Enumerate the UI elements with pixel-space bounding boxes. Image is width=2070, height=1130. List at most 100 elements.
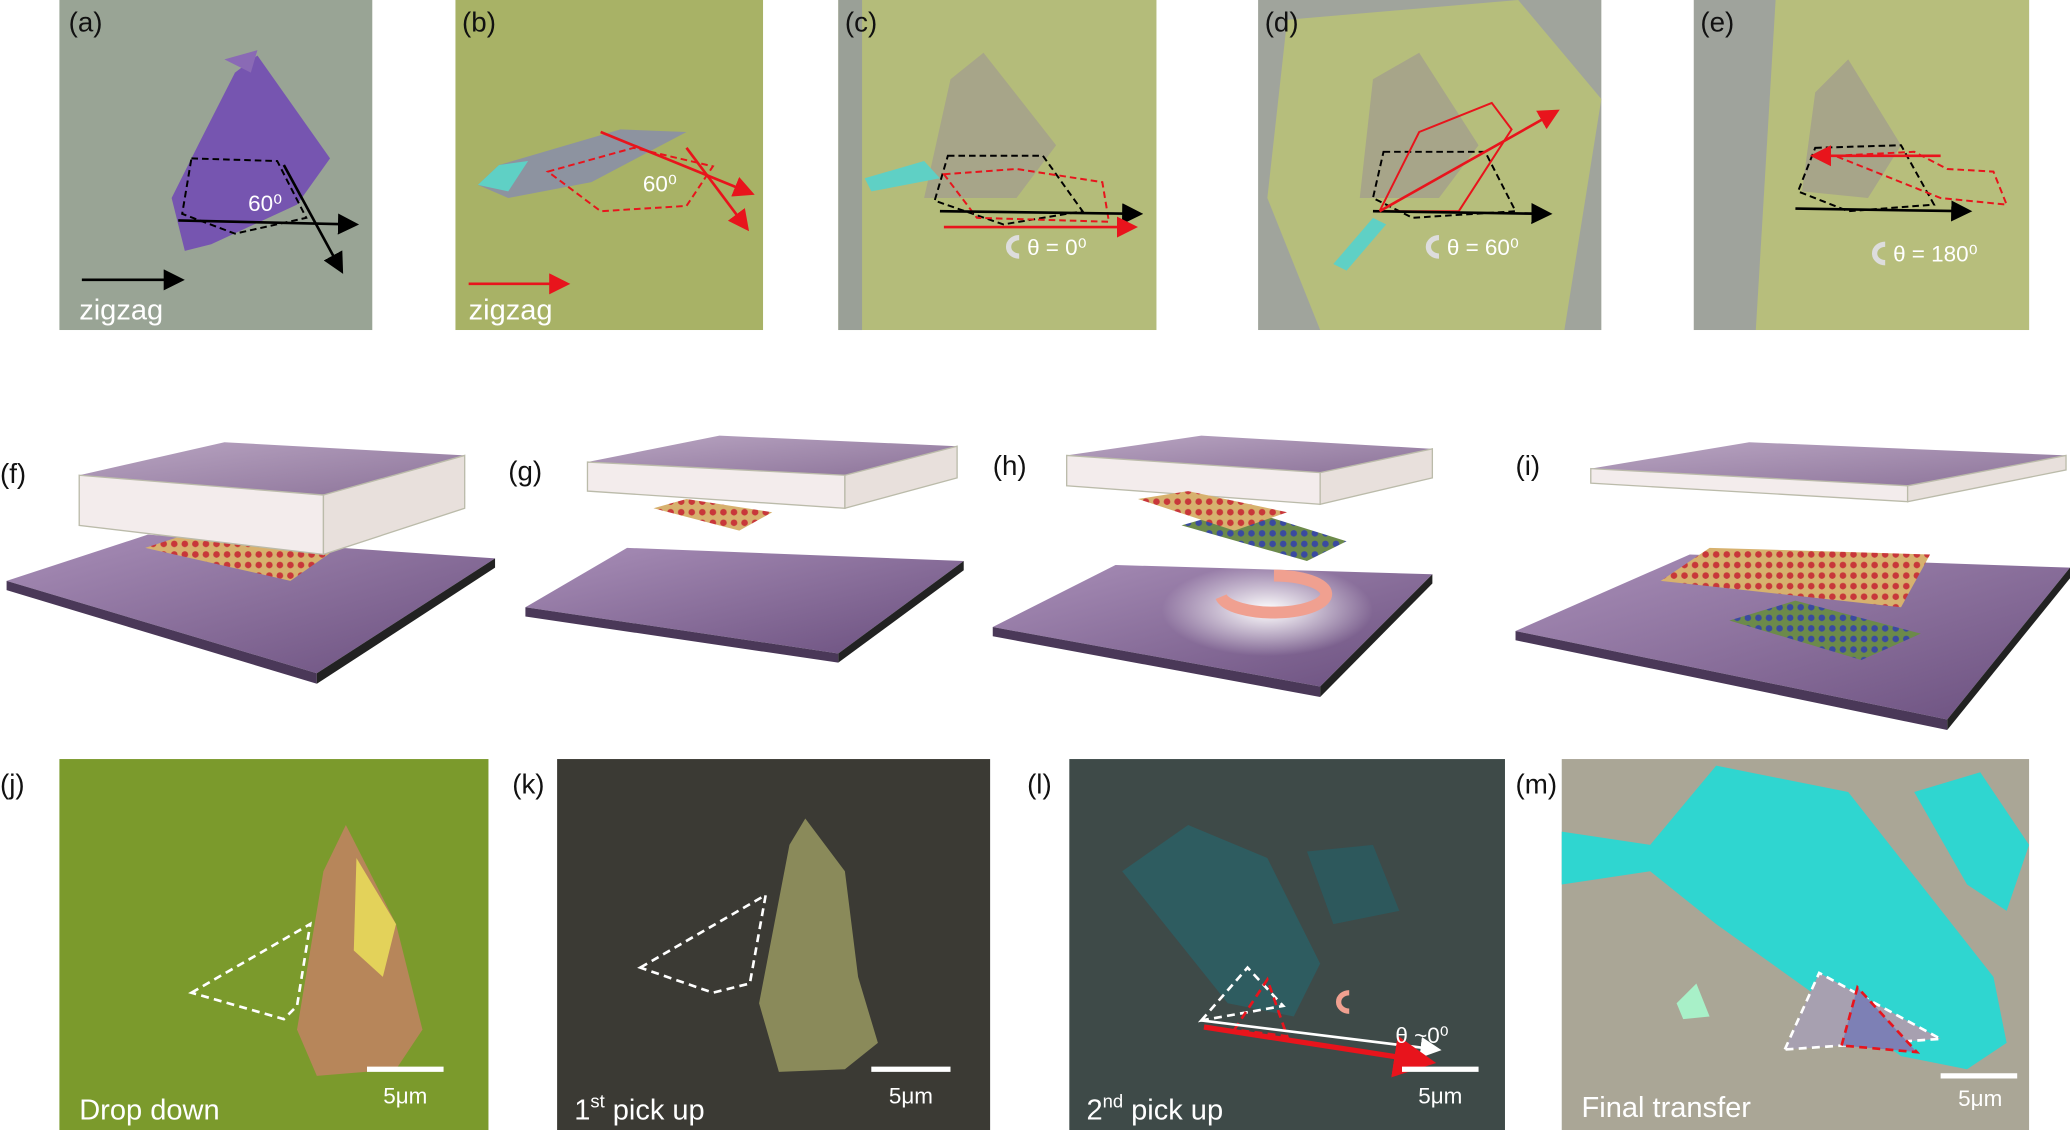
- panel-f: (f): [0, 442, 496, 684]
- caption-suffix: nd: [1103, 1091, 1124, 1112]
- outline: [181, 157, 308, 235]
- flake: [1137, 491, 1288, 531]
- panel-a: (a) 60⁰ zigzag: [59, 0, 373, 331]
- substrate-side: [6, 580, 317, 684]
- direction: zigzag: [469, 294, 553, 326]
- caption: Drop down: [79, 1094, 219, 1126]
- outline: [933, 154, 1085, 226]
- panel-label: (j): [0, 768, 25, 799]
- caption-suffix: st: [590, 1091, 604, 1112]
- panel-c: (c) θ = 0⁰: [838, 0, 1157, 331]
- outline: [1839, 984, 1921, 1054]
- arrow: [685, 147, 750, 232]
- outline: [1834, 150, 2009, 206]
- flake: [1676, 983, 1710, 1020]
- panel-l: (l) θ ~0⁰ 5μm 2nd pick up: [1027, 759, 1505, 1130]
- caption: 2nd pick up: [1086, 1091, 1223, 1127]
- caption-text: pick up: [1131, 1094, 1223, 1126]
- arrow: [939, 203, 1144, 225]
- panel-m: (m) 5μm Final transfer: [1516, 759, 2030, 1130]
- flake: [477, 161, 529, 192]
- panel-j: (j) 5μm Drop down: [0, 759, 489, 1130]
- rotation-icon: [1336, 990, 1350, 1014]
- panel-e: (e) θ = 180⁰: [1693, 0, 2030, 331]
- rotation: θ = 0⁰: [1027, 235, 1087, 260]
- substrate-side: [1320, 574, 1433, 698]
- caption: Final transfer: [1582, 1092, 1752, 1124]
- panel-label: (g): [508, 456, 542, 487]
- panel-label: (k): [512, 768, 544, 799]
- angle: 60⁰: [643, 171, 677, 196]
- stamp-side: [322, 454, 466, 556]
- substrate-side: [1515, 631, 1948, 731]
- substrate: [525, 547, 964, 654]
- panel-b: (b) 60⁰ zigzag: [455, 0, 764, 331]
- outline: [637, 892, 768, 995]
- caption-text: pick up: [613, 1094, 705, 1126]
- substrate-side: [1947, 567, 2070, 731]
- arrow: [600, 130, 755, 197]
- panel-label: (l): [1027, 768, 1052, 799]
- flake: [1729, 600, 1921, 661]
- angle: 60⁰: [248, 191, 282, 216]
- caption-ordinal: 2: [1086, 1094, 1102, 1126]
- arrow: [1372, 203, 1553, 225]
- outline: [1371, 150, 1518, 219]
- rotation-icon: [1006, 234, 1020, 259]
- rotation-icon: [1425, 234, 1440, 259]
- flake: [171, 55, 331, 251]
- flake: [653, 498, 773, 531]
- panel-label: (d): [1265, 7, 1299, 38]
- flake: [759, 818, 878, 1072]
- panel-d: (d) θ = 60⁰: [1258, 0, 1602, 331]
- stamp: [1066, 435, 1433, 473]
- overlay: [1755, 0, 2030, 331]
- flake: [224, 50, 258, 73]
- stamp-side: [1906, 454, 2067, 503]
- panel-label: (c): [845, 7, 877, 38]
- rotation-icon: [1215, 569, 1333, 619]
- scale-label: 5μm: [1958, 1086, 2002, 1111]
- rotation: θ = 60⁰: [1447, 235, 1519, 260]
- stamp-side: [1319, 448, 1434, 506]
- panel-label: (m): [1516, 768, 1558, 799]
- arrow: [1795, 200, 1973, 222]
- image-edge: [838, 0, 863, 331]
- substrate-side: [838, 561, 964, 663]
- stamp: [587, 435, 958, 476]
- arrow: [282, 164, 344, 274]
- substrate-side: [992, 627, 1321, 698]
- arrow: [1378, 109, 1560, 213]
- panel-h: (h): [992, 435, 1434, 698]
- substrate-side: [525, 607, 839, 663]
- panel-label: (h): [993, 450, 1027, 481]
- panel-label: (e): [1700, 7, 1734, 38]
- flake: [1561, 765, 2007, 1070]
- rotation-icon: [1872, 241, 1886, 266]
- stamp-side: [844, 445, 958, 510]
- outline: [1197, 965, 1286, 1023]
- panel-g: (g): [508, 435, 964, 663]
- panel-label: (a): [69, 7, 103, 38]
- arrow: [178, 213, 360, 235]
- outline: [1796, 144, 1936, 213]
- scale-label: 5μm: [889, 1084, 933, 1109]
- flake: [1359, 52, 1479, 199]
- flake: [1333, 217, 1387, 271]
- scale-label: 5μm: [383, 1084, 427, 1109]
- panel-i: (i): [1515, 442, 2070, 731]
- substrate: [6, 534, 496, 674]
- flake: [864, 161, 940, 192]
- outline: [1232, 976, 1290, 1038]
- panel-label: (f): [0, 458, 26, 489]
- rotation: θ = 180⁰: [1893, 241, 1977, 266]
- flake: [1122, 825, 1321, 1017]
- caption-ordinal: 1: [574, 1094, 590, 1126]
- flake: [1914, 772, 2030, 911]
- arrow: [1203, 1024, 1437, 1078]
- direction: zigzag: [79, 294, 163, 326]
- substrate-side: [316, 558, 496, 684]
- flake: [353, 858, 397, 977]
